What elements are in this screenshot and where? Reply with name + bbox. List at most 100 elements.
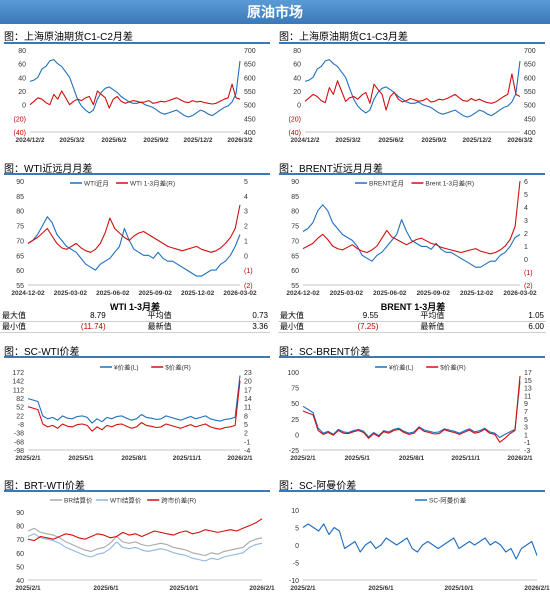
y2-tick-label: 600 [244, 75, 256, 82]
stat-value: (11.74) [53, 321, 108, 333]
y-tick-label: -8 [18, 422, 24, 429]
y-tick-label: 142 [12, 379, 24, 386]
stat-label: 最大值 [0, 311, 54, 322]
legend-label: ¥价差(L) [114, 363, 139, 372]
y-tick-label: 55 [16, 283, 24, 290]
y2-tick-label: 3 [244, 209, 248, 216]
y2-tick-label: 700 [244, 48, 256, 55]
y2-tick-label: 550 [524, 89, 536, 96]
y2-tick-label: 1 [524, 432, 528, 439]
y-tick-label: 85 [16, 194, 24, 201]
x-tick-label: 2025/8/1 [121, 455, 147, 462]
x-tick-label: 2025/9/2 [421, 137, 447, 144]
x-tick-label: 2025/12/2 [184, 137, 213, 144]
panel-title-c8: 图：SC-阿曼价差 [279, 481, 357, 492]
x-tick-label: 2025-09-02 [417, 290, 451, 297]
y2-tick-label: 2 [524, 231, 528, 238]
x-tick-label: 2024-12-02 [286, 290, 320, 297]
y2-tick-label: 550 [244, 89, 256, 96]
y2-tick-label: 0 [244, 253, 248, 260]
x-tick-label: 2025/2/1 [290, 455, 316, 462]
series-line-3 [27, 518, 263, 542]
y2-tick-label: 0 [524, 257, 528, 264]
y-tick-label: 60 [18, 62, 26, 69]
y-tick-label: -25 [289, 448, 299, 455]
stats-title-wti: WTI 1-3月差 [109, 302, 160, 312]
series-line-1 [302, 381, 521, 439]
legend-label: WTI近月 [84, 179, 109, 188]
y2-tick-label: 650 [244, 62, 256, 69]
legend-label: SC-阿曼价差 [429, 496, 467, 505]
series-line-1 [27, 216, 241, 277]
y2-tick-label: 2 [244, 224, 248, 231]
stat-label: 最新值 [380, 321, 509, 333]
y2-tick-label: 17 [244, 387, 252, 394]
y-tick-label: 60 [293, 62, 301, 69]
y-tick-label: 65 [16, 253, 24, 260]
x-tick-label: 2025/11/1 [451, 455, 480, 462]
stat-value: 8.79 [53, 311, 108, 322]
y-tick-label: (40) [14, 130, 26, 137]
x-tick-label: 2026-03-02 [223, 290, 257, 297]
stats-title-brent: BRENT 1-3月差 [380, 302, 446, 312]
y-tick-label: 60 [16, 268, 24, 275]
y2-tick-label: 5 [524, 417, 528, 424]
y-tick-label: 82 [16, 396, 24, 403]
legend-label: Brent 1-3月差(R) [425, 179, 474, 188]
x-tick-label: 2025/2/1 [15, 585, 41, 592]
x-tick-label: 2025/2/1 [15, 455, 41, 462]
stat-label: 平均值 [380, 311, 509, 322]
y-tick-label: 0 [297, 103, 301, 110]
x-tick-label: 2025/5/1 [345, 455, 371, 462]
y-tick-label: -5 [293, 561, 299, 568]
y-tick-label: 90 [16, 179, 24, 186]
stat-label: 最小值 [0, 321, 54, 333]
y2-tick-label: 17 [524, 370, 532, 377]
y-tick-label: -38 [14, 431, 24, 438]
title-underline [4, 490, 270, 492]
y2-tick-label: 3 [524, 218, 528, 225]
title-underline [279, 490, 545, 492]
x-tick-label: 2026/2/1 [507, 455, 533, 462]
y-tick-label: (20) [289, 116, 301, 123]
y2-tick-label: 1 [524, 244, 528, 251]
y-tick-label: -68 [14, 439, 24, 446]
y-tick-label: 60 [291, 268, 299, 275]
y-tick-label: 20 [293, 89, 301, 96]
series-line-1 [27, 527, 263, 557]
y-tick-label: (40) [289, 130, 301, 137]
x-tick-label: 2025-12-02 [460, 290, 494, 297]
stat-value: 9.55 [332, 311, 381, 322]
y2-tick-label: 650 [524, 62, 536, 69]
y-tick-label: 172 [12, 370, 24, 377]
series-line-2 [29, 83, 241, 109]
legend-label: WTI 1-3月差(R) [130, 179, 175, 188]
y2-tick-label: 15 [524, 378, 532, 385]
x-tick-label: 2025/11/1 [173, 455, 202, 462]
x-tick-label: 2024/12/2 [16, 137, 45, 144]
series-line-2 [27, 204, 241, 253]
table-row: 最小值 (7.25) 最新值 6.00 [278, 321, 546, 333]
y2-tick-label: 5 [244, 422, 248, 429]
x-tick-label: 2025/3/2 [59, 137, 85, 144]
y-tick-label: 90 [291, 179, 299, 186]
y-tick-label: 85 [291, 194, 299, 201]
page-title: 原油市场 [0, 0, 550, 24]
y-tick-label: -10 [289, 578, 299, 585]
y2-tick-label: 700 [524, 48, 536, 55]
y-tick-label: 5 [295, 526, 299, 533]
y2-tick-label: -1 [524, 440, 530, 447]
y2-tick-label: 13 [524, 386, 532, 393]
panel-title-c6: 图：SC-BRENT价差 [279, 347, 371, 358]
y2-tick-label: (2) [524, 283, 533, 290]
legend-label: BRENT近月 [369, 179, 404, 188]
x-tick-label: 2025-03-02 [54, 290, 88, 297]
series-line-1 [302, 204, 521, 268]
x-tick-label: 2025-06-02 [373, 290, 407, 297]
x-tick-label: 2026/2/1 [524, 585, 550, 592]
y2-tick-label: 11 [244, 405, 251, 412]
y2-tick-label: (1) [244, 268, 253, 275]
y-tick-label: 40 [18, 75, 26, 82]
